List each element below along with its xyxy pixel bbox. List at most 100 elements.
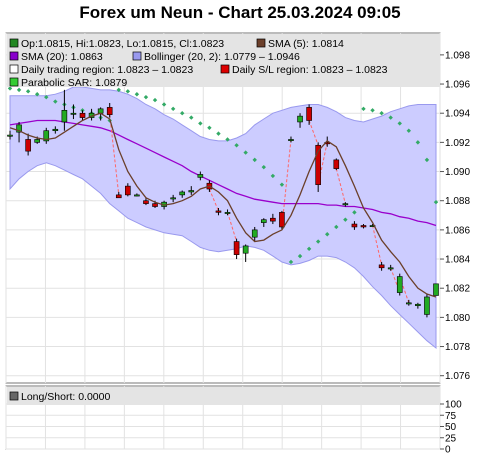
sub-y-tick-label: 50	[445, 422, 457, 433]
candle-body	[288, 139, 294, 141]
sar-point	[134, 92, 140, 97]
candle-body	[251, 229, 258, 238]
candle-body	[7, 134, 13, 137]
candle-body	[188, 190, 195, 193]
legend-item-parabolic-sar: Parabolic SAR: 1.0879	[9, 77, 127, 89]
candle	[188, 186, 195, 195]
candle-body	[179, 191, 186, 196]
candle-body	[106, 107, 113, 115]
candle	[70, 104, 77, 120]
candle-body	[79, 112, 86, 118]
sub-y-tick-label: 100	[445, 400, 462, 411]
sar-point	[225, 137, 230, 142]
y-tick-label: 1.092	[445, 138, 470, 149]
sar-point	[370, 108, 375, 113]
sub-y-tick-label: 75	[445, 411, 457, 422]
y-tick-label: 1.096	[445, 80, 470, 91]
candle	[351, 221, 358, 230]
main-chart-panel: 1.076 1.078 1.080 1.082 1.084 1.086 1.088 1.090…	[5, 32, 470, 384]
sar-point	[261, 164, 266, 170]
sar-point	[415, 140, 421, 145]
candle-body	[387, 267, 394, 270]
candle-body	[125, 185, 131, 196]
y-tick-label: 1.090	[445, 167, 470, 178]
candle	[251, 226, 258, 242]
candle-body	[378, 264, 385, 269]
candle	[52, 126, 59, 134]
sar-point	[325, 232, 330, 237]
sar-point	[252, 157, 257, 163]
sub-y-tick-label: 0	[445, 445, 451, 456]
y-tick-label: 1.088	[445, 196, 470, 207]
candle-body	[152, 203, 158, 207]
legend-label-sma20: SMA (20): 1.0863	[21, 51, 103, 63]
sar-point	[397, 121, 402, 126]
candle	[396, 273, 403, 296]
candle-body	[424, 296, 430, 315]
candle-body	[333, 159, 340, 169]
sar-point	[170, 106, 176, 112]
candle	[297, 113, 303, 128]
candle	[179, 190, 186, 198]
legend-swatch-ohlc	[9, 38, 19, 48]
candle	[16, 121, 22, 143]
candle	[406, 299, 412, 306]
sar-point	[143, 94, 149, 100]
y-tick-label: 1.078	[445, 342, 470, 353]
candle	[242, 244, 249, 262]
candle	[424, 294, 430, 318]
sar-point	[180, 111, 185, 116]
candle-body	[306, 107, 312, 121]
sar-point	[161, 102, 167, 107]
sar-point	[343, 217, 348, 222]
candle	[433, 283, 439, 296]
legend-label-trading-region: Daily trading region: 1.0823 – 1.0823	[21, 64, 193, 76]
gap-connector	[372, 225, 383, 265]
candle-body	[233, 241, 240, 255]
candle-body	[115, 194, 122, 199]
y-tick-label: 1.080	[445, 313, 470, 324]
candle-body	[215, 210, 222, 213]
y-tick-label: 1.082	[445, 284, 470, 295]
sar-point	[7, 86, 13, 91]
sar-point	[288, 259, 294, 265]
candle-body	[342, 203, 349, 206]
sar-point	[152, 97, 158, 103]
candle-body	[260, 219, 267, 223]
main-y-axis: 1.076 1.078 1.080 1.082 1.084 1.086 1.088 1.090…	[440, 50, 470, 382]
candle	[197, 171, 204, 181]
candle-body	[134, 194, 140, 197]
sar-point	[406, 128, 412, 133]
candle-body	[43, 130, 50, 142]
candle	[115, 191, 122, 199]
sar-point	[270, 173, 276, 179]
sar-point	[334, 224, 339, 230]
candle	[360, 224, 367, 229]
candle-body	[34, 139, 40, 143]
legend-label-parabolic-sar: Parabolic SAR: 1.0879	[21, 77, 127, 89]
sar-point	[433, 199, 439, 205]
sar-point	[388, 115, 393, 120]
sar-point	[279, 182, 285, 187]
sar-point	[207, 125, 212, 130]
candle	[270, 213, 276, 225]
sar-point	[125, 89, 131, 94]
candle-body	[297, 115, 303, 123]
candle-body	[197, 174, 204, 178]
candle	[260, 218, 267, 227]
candle-body	[52, 128, 59, 132]
sar-point	[189, 115, 194, 120]
candle-body	[360, 225, 367, 228]
sar-point	[116, 87, 121, 93]
candle	[79, 110, 86, 121]
candle-body	[279, 212, 285, 228]
candle-body	[406, 302, 412, 305]
y-tick-label: 1.086	[445, 225, 470, 236]
candle-body	[16, 124, 22, 133]
legend-swatch-parabolic-sar	[9, 77, 19, 87]
gap-connector	[335, 168, 346, 204]
gap-connector	[208, 188, 219, 212]
legend-item-sma20: SMA (20): 1.0863	[9, 51, 103, 63]
